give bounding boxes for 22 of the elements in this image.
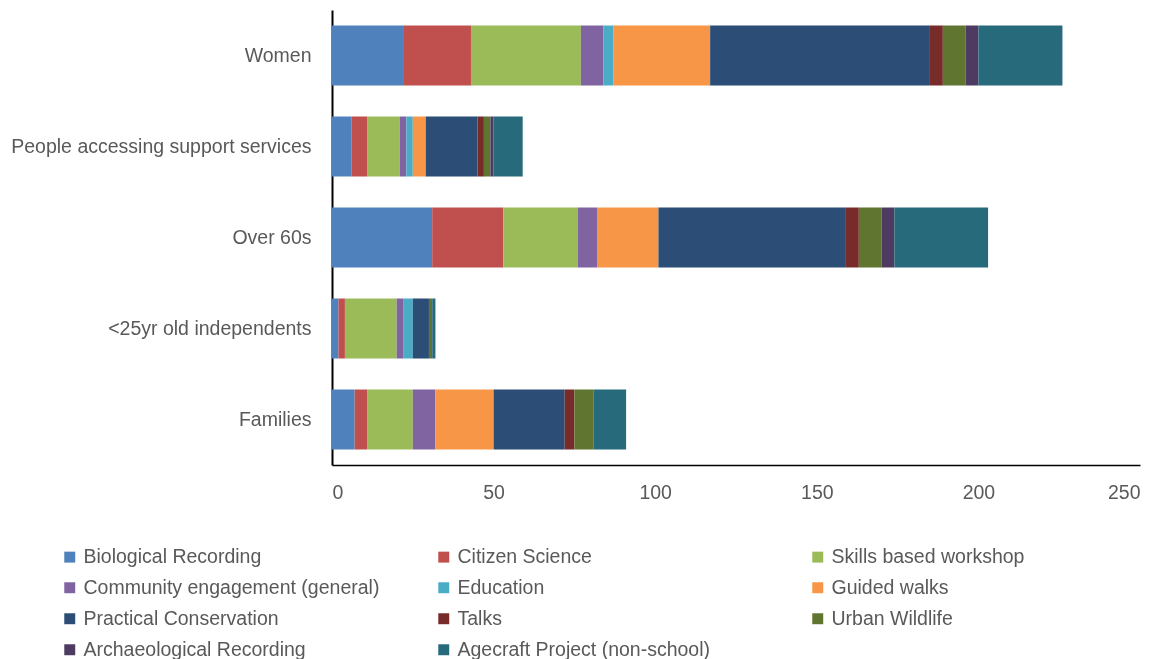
legend-label: Talks <box>457 606 503 629</box>
legend-label: Education <box>457 575 545 598</box>
x-tick-label: 0 <box>332 480 344 503</box>
legend-label: Citizen Science <box>457 545 592 568</box>
legend-label: Agecraft Project (non-school) <box>457 637 711 659</box>
legend-label: Archaeological Recording <box>83 637 306 659</box>
legend-label: Biological Recording <box>83 545 262 568</box>
legend-label: Community engagement (general) <box>83 575 380 598</box>
x-tick-label: 50 <box>483 480 506 503</box>
legend-label: Skills based workshop <box>831 545 1025 568</box>
y-tick-label: Over 60s <box>232 225 312 248</box>
legend-label: Practical Conservation <box>83 606 279 629</box>
y-tick-label: <25yr old independents <box>108 316 312 339</box>
x-tick-label: 250 <box>1107 480 1141 503</box>
legend-label: Guided walks <box>831 575 949 598</box>
x-tick-label: 200 <box>962 480 996 503</box>
y-tick-label: People accessing support services <box>11 134 312 157</box>
legend-label: Urban Wildlife <box>831 606 953 629</box>
y-tick-label: Women <box>244 43 312 66</box>
x-tick-label: 100 <box>639 480 673 503</box>
x-tick-label: 150 <box>801 480 834 503</box>
y-tick-label: Families <box>238 407 312 430</box>
